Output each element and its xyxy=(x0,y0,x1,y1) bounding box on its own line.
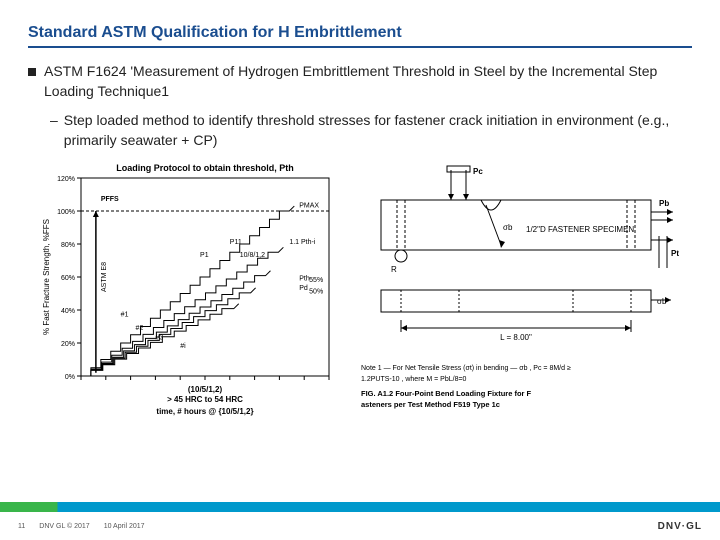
svg-text:#2: #2 xyxy=(136,325,144,332)
svg-text:PFFS: PFFS xyxy=(101,196,119,203)
figures-row: Loading Protocol to obtain threshold, Pt… xyxy=(28,160,692,420)
svg-text:Pb: Pb xyxy=(659,199,669,208)
svg-text:#1: #1 xyxy=(121,312,129,319)
bullet-level-2: – Step loaded method to identify thresho… xyxy=(50,111,692,150)
svg-text:Note 1 — For Net Tensile Stres: Note 1 — For Net Tensile Stress (σt) in … xyxy=(361,365,571,372)
svg-text:1.1 Pth-i: 1.1 Pth-i xyxy=(289,239,316,246)
svg-text:10/8/1,2: 10/8/1,2 xyxy=(240,253,265,260)
fixture-diagram: Pc Rσb 1/2"D FASTENER SPECIMEN Pb Pt L = 8.00… xyxy=(351,160,681,420)
svg-text:Loading Protocol to obtain thr: Loading Protocol to obtain threshold, Pt… xyxy=(116,163,294,173)
svg-text:0%: 0% xyxy=(65,374,75,381)
svg-text:120%: 120% xyxy=(57,176,75,183)
svg-text:P1: P1 xyxy=(200,253,209,260)
loading-protocol-chart: Loading Protocol to obtain threshold, Pt… xyxy=(39,160,339,420)
copyright: DNV GL © 2017 xyxy=(39,523,89,530)
svg-text:Pd: Pd xyxy=(299,286,308,293)
bullet-text-2: Step loaded method to identify threshold… xyxy=(64,111,692,150)
bullet-marker xyxy=(28,68,36,76)
bullet-level-1: ASTM F1624 'Measurement of Hydrogen Embr… xyxy=(28,62,692,101)
footer-bar: 11 DNV GL © 2017 10 April 2017 DNV·GL xyxy=(0,512,720,540)
svg-text:#i: #i xyxy=(180,343,186,350)
svg-text:P11: P11 xyxy=(230,239,242,246)
svg-text:1.2PUTS-10 , where M = PbL/8=0: 1.2PUTS-10 , where M = PbL/8=0 xyxy=(361,376,467,383)
svg-text:time, # hours @ {10/5/1,2}: time, # hours @ {10/5/1,2} xyxy=(156,407,253,416)
svg-text:20%: 20% xyxy=(61,341,75,348)
footer-stripe xyxy=(0,502,720,512)
svg-text:asteners per Test Method F519: asteners per Test Method F519 Type 1c xyxy=(361,400,500,409)
svg-text:ASTM E8: ASTM E8 xyxy=(101,262,108,292)
slide-title: Standard ASTM Qualification for H Embrit… xyxy=(28,24,692,48)
svg-text:L = 8.00": L = 8.00" xyxy=(500,333,532,342)
svg-text:80%: 80% xyxy=(61,242,75,249)
svg-text:R: R xyxy=(391,265,397,274)
svg-text:40%: 40% xyxy=(61,308,75,315)
svg-text:1/2"D FASTENER SPECIMEN: 1/2"D FASTENER SPECIMEN xyxy=(526,225,634,234)
bullet-text-1: ASTM F1624 'Measurement of Hydrogen Embr… xyxy=(44,62,692,101)
svg-text:(10/5/1,2): (10/5/1,2) xyxy=(188,385,223,394)
svg-text:60%: 60% xyxy=(61,275,75,282)
svg-text:PMAX: PMAX xyxy=(299,203,319,210)
dnv-gl-logo: DNV·GL xyxy=(658,521,702,532)
svg-text:FIG. A1.2 Four-Point Bend Loa: FIG. A1.2 Four-Point Bend Loading Fixtur… xyxy=(361,389,532,398)
svg-text:100%: 100% xyxy=(57,209,75,216)
footer: 11 DNV GL © 2017 10 April 2017 DNV·GL xyxy=(0,502,720,540)
dash-marker: – xyxy=(50,111,58,150)
slide-date: 10 April 2017 xyxy=(104,523,145,530)
page-number: 11 xyxy=(18,523,25,530)
svg-text:Pc: Pc xyxy=(473,167,483,176)
svg-text:σb: σb xyxy=(503,223,513,232)
svg-text:% Fast Fracture Strength, %FFS: % Fast Fracture Strength, %FFS xyxy=(42,219,51,335)
svg-text:55%: 55% xyxy=(309,277,323,284)
svg-text:#3: #3 xyxy=(155,335,163,342)
svg-text:> 45 HRC to 54 HRC: > 45 HRC to 54 HRC xyxy=(167,395,243,404)
svg-text:50%: 50% xyxy=(309,289,323,296)
svg-text:Pt: Pt xyxy=(671,249,679,258)
